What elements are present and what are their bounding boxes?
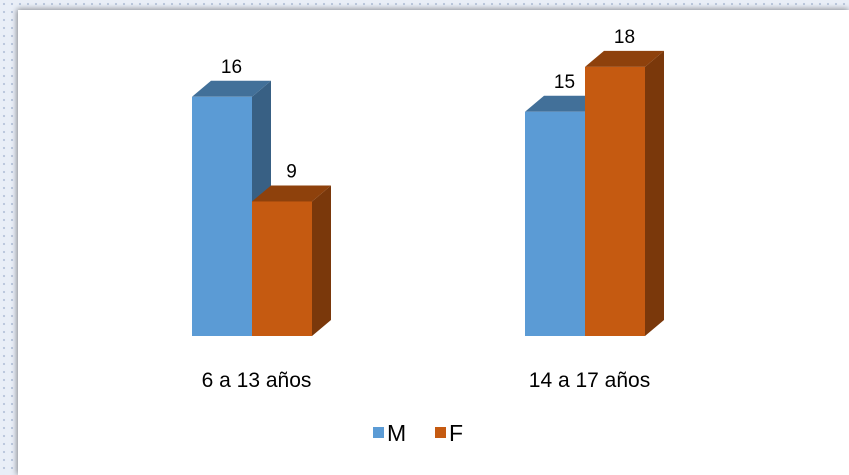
bar-front-face xyxy=(585,66,645,337)
bar-side-face xyxy=(645,50,664,337)
data-label: 15 xyxy=(554,72,575,93)
legend-label-f: F xyxy=(449,420,463,446)
bar-f-1 xyxy=(252,185,331,336)
bar-top-face xyxy=(252,185,331,202)
data-label: 16 xyxy=(221,57,242,78)
bar-top-face xyxy=(192,80,271,97)
bar-side-face xyxy=(312,185,331,336)
legend-label-m: M xyxy=(387,420,406,446)
data-label: 9 xyxy=(286,161,297,182)
data-label: 18 xyxy=(614,27,635,48)
bar-f-2 xyxy=(585,50,664,337)
legend-swatch-f xyxy=(435,427,446,438)
category-label: 6 a 13 años xyxy=(202,369,312,392)
bar-top-face xyxy=(585,50,664,67)
chart-area xyxy=(18,10,849,475)
category-label: 14 a 17 años xyxy=(529,369,650,392)
bar-top-face xyxy=(525,95,604,112)
legend-swatch-m xyxy=(373,427,384,438)
bar-front-face xyxy=(192,96,252,336)
bar-front-face xyxy=(525,111,585,336)
bar-front-face xyxy=(252,201,312,336)
